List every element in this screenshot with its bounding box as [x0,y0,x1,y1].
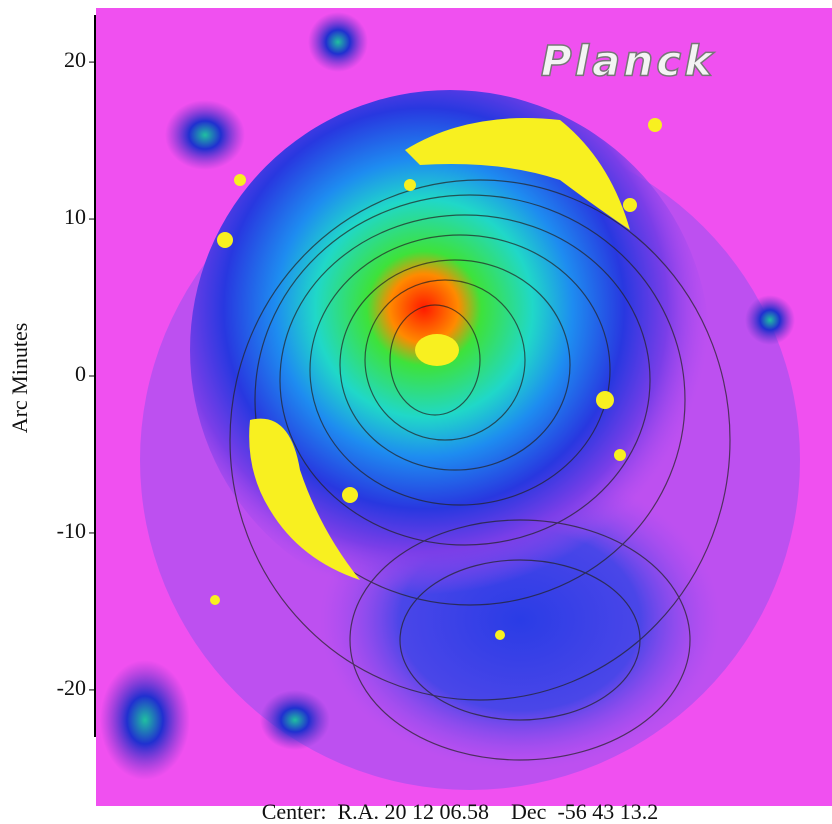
y-tick-label: -10 [57,518,86,543]
page: Planck 20 10 0 -10 -20 Arc Minutes Center: R… [0,0,832,824]
y-tick-label: 0 [75,361,86,386]
axis-label: Arc Minutes [7,323,32,434]
y-axis: 20 10 0 -10 -20 [57,15,95,737]
caption: Center: R.A. 20 12 06.58 Dec -56 43 13.2 [262,799,659,824]
image-title: Planck [541,37,715,86]
y-tick-label: -20 [57,675,86,700]
map-image [96,8,832,806]
y-tick-label: 20 [64,47,86,72]
y-tick-label: 10 [64,204,86,229]
